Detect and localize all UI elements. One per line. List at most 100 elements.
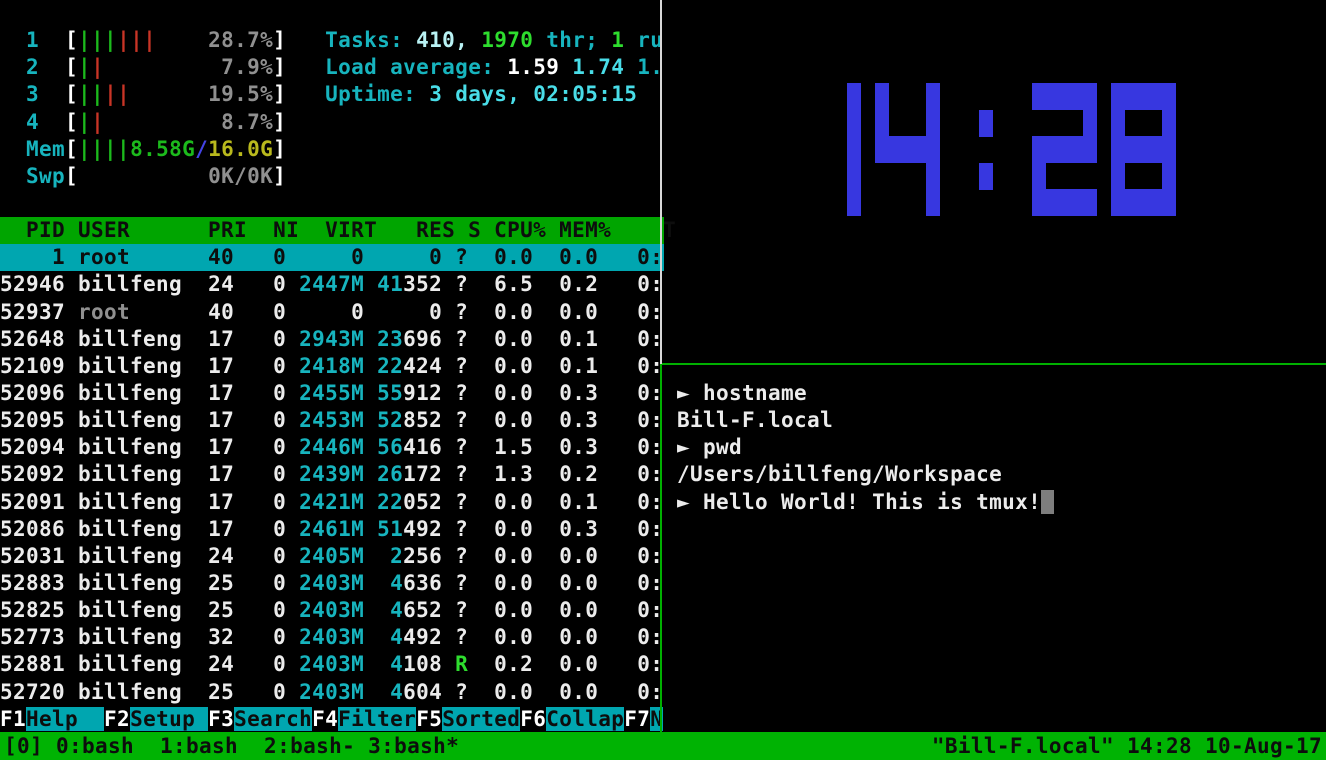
text-segment: R [455, 652, 469, 677]
htop-meter-row: Swp[ 0K/0K] [0, 163, 286, 190]
fkey-f4-button[interactable]: F4Filter [312, 706, 417, 731]
text-segment: 17 0 [195, 408, 300, 433]
text-segment: 52648 [0, 326, 79, 351]
text-segment: ? [455, 299, 469, 324]
text-segment: 2 [390, 543, 404, 568]
fkey-f5-button[interactable]: F5Sorted [416, 706, 521, 731]
table-row[interactable]: 52773 billfeng 32 0 2403M 4492 ? 0.0 0.0… [0, 624, 663, 651]
clock-segment [1046, 189, 1083, 217]
text-segment: ] [273, 163, 287, 188]
text-segment: 0.0 0.0 0: [468, 299, 664, 324]
text-segment: | [78, 109, 92, 134]
clock-segment [875, 109, 889, 137]
text-segment: 41 [377, 272, 404, 297]
text-segment: Uptime: [325, 82, 430, 107]
table-row[interactable]: 52092 billfeng 17 0 2439M 26172 ? 1.3 0.… [0, 461, 663, 488]
clock-segment [926, 189, 940, 217]
text-segment: 25 0 [195, 571, 300, 595]
text-segment: 172 [403, 462, 456, 487]
table-row[interactable]: 52825 billfeng 25 0 2403M 4652 ? 0.0 0.0… [0, 597, 663, 624]
text-segment [364, 490, 377, 514]
text-segment: Mem [26, 136, 66, 161]
text-segment: 52 [377, 408, 404, 433]
text-segment: billfeng [78, 435, 196, 460]
text-segment: 1.74 [572, 55, 638, 80]
text-segment: billfeng [78, 625, 196, 650]
text-segment: 0.0 0.0 0: [468, 679, 664, 704]
text-segment: 108 [403, 652, 456, 677]
text-segment: [ [65, 28, 79, 53]
table-row[interactable]: 52720 billfeng 25 0 2403M 4604 ? 0.0 0.0… [0, 679, 663, 706]
text-segment: ||| [117, 28, 157, 53]
text-segment: 17 0 [195, 353, 300, 378]
htop-meter-row: Mem[||||8.58G/16.0G] [0, 136, 286, 163]
text-segment: 2 [26, 55, 66, 80]
text-segment [364, 381, 377, 405]
fkey-f6-button[interactable]: F6Collap [520, 706, 625, 731]
text-segment: 52883 [0, 571, 79, 595]
text-segment: 4 [390, 652, 404, 677]
text-segment: 22 [377, 489, 404, 514]
htop-table-header[interactable]: PID USER PRI NI VIRT RES S CPU% MEM% T [0, 217, 676, 245]
text-segment: | [78, 55, 92, 80]
clock-segment [847, 162, 861, 190]
text-segment: 604 [403, 679, 456, 704]
table-row[interactable]: 52031 billfeng 24 0 2405M 2256 ? 0.0 0.0… [0, 543, 663, 570]
status-window-list[interactable]: [0] 0:bash 1:bash 2:bash- 3:bash* [4, 734, 460, 758]
text-segment: [ [65, 163, 79, 188]
table-row[interactable]: 52937 root 40 0 0 0 ? 0.0 0.0 0: [0, 299, 663, 326]
text-segment: 2453M [299, 408, 365, 433]
text-segment: 0.0 0.3 0: [468, 516, 664, 541]
table-row[interactable]: 52883 billfeng 25 0 2403M 4636 ? 0.0 0.0… [0, 570, 663, 597]
text-segment: 17 0 [195, 489, 300, 514]
text-segment: [ [65, 82, 79, 107]
text-segment: ] [273, 55, 287, 80]
clock-pane[interactable] [664, 0, 1326, 363]
fkey-f2-button[interactable]: F2Setup [104, 706, 209, 731]
text-segment: 4 [390, 625, 404, 650]
clock-segment [1083, 136, 1097, 164]
text-segment: | [91, 109, 105, 134]
table-row[interactable]: 52096 billfeng 17 0 2455M 55912 ? 0.0 0.… [0, 380, 663, 407]
clock-segment [1111, 109, 1125, 137]
htop-pane[interactable]: 1 [|||||| 28.7%] Tasks: 410, 1970 thr; 1… [0, 0, 676, 732]
table-row[interactable]: 52095 billfeng 17 0 2453M 52852 ? 0.0 0.… [0, 407, 663, 434]
shell-pane[interactable]: ► hostname Bill-F.local ► pwd/Users/billfe… [664, 366, 1326, 732]
text-segment: billfeng [78, 598, 196, 623]
text-segment: 17 0 [195, 516, 300, 541]
table-row[interactable]: 52109 billfeng 17 0 2418M 22424 ? 0.0 0.… [0, 353, 663, 380]
text-segment: 23 [377, 326, 404, 351]
table-row[interactable]: 52094 billfeng 17 0 2446M 56416 ? 1.5 0.… [0, 434, 663, 461]
text-segment: billfeng [78, 408, 196, 433]
clock-segment [847, 83, 861, 111]
clock-segment [926, 109, 940, 137]
table-row[interactable]: 52091 billfeng 17 0 2421M 22052 ? 0.0 0.… [0, 489, 663, 516]
table-row[interactable]: 52086 billfeng 17 0 2461M 51492 ? 0.0 0.… [0, 516, 663, 543]
table-row[interactable]: 52946 billfeng 24 0 2447M 41352 ? 6.5 0.… [0, 271, 663, 298]
text-segment [104, 110, 221, 134]
text-segment: 8.58G [130, 136, 196, 161]
table-row[interactable]: 52648 billfeng 17 0 2943M 23696 ? 0.0 0.… [0, 326, 663, 353]
text-segment [130, 82, 208, 106]
text-segment: 7.9% [221, 55, 274, 80]
clock-segment [1125, 83, 1162, 111]
fkey-number: F4 [312, 706, 339, 731]
text-segment: ? [455, 353, 469, 378]
clock-segment [875, 83, 889, 111]
text-segment: 0.0 0.0 0: [468, 543, 664, 568]
text-segment: 4 [390, 571, 404, 595]
text-segment: 17 0 [195, 381, 300, 405]
fkey-f7-button[interactable]: F7N [624, 706, 664, 731]
text-segment: 0.0 0.1 0: [468, 326, 664, 351]
text-segment: 2943M [299, 326, 365, 351]
clock-segment [1162, 162, 1176, 190]
fkey-f3-button[interactable]: F3Search [208, 706, 313, 731]
table-row-selected[interactable]: 1 root 40 0 0 0 ? 0.0 0.0 0: [0, 244, 664, 272]
text-segment: 1. [637, 55, 664, 80]
clock-segment [1083, 83, 1097, 111]
status-host-time: "Bill-F.local" 14:28 10-Aug-17 [931, 734, 1322, 758]
text-segment: Tasks: [325, 28, 417, 53]
text-segment: 0 [429, 299, 456, 324]
table-row[interactable]: 52881 billfeng 24 0 2403M 4108 R 0.2 0.0… [0, 651, 663, 678]
fkey-f1-button[interactable]: F1Help [0, 706, 105, 731]
